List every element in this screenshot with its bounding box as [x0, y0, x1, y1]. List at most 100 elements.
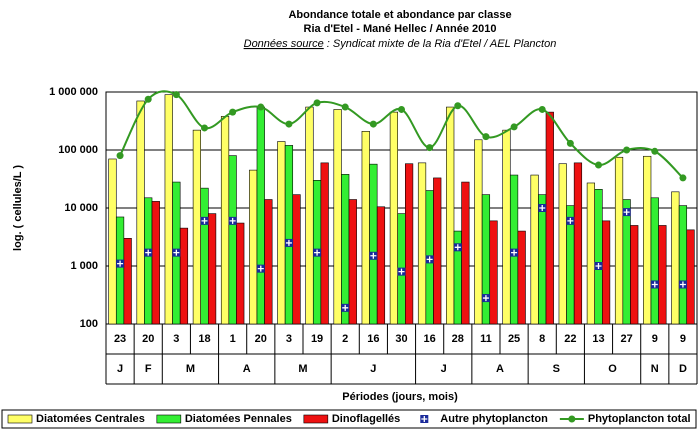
month-label: A — [496, 363, 504, 375]
bar — [179, 227, 189, 325]
source-label: Données source — [244, 38, 324, 50]
month-label: J — [370, 363, 376, 375]
x-tick-label: 30 — [395, 333, 407, 345]
scatter-point — [453, 243, 462, 252]
bar — [671, 191, 680, 325]
line-point — [566, 139, 574, 147]
bar — [545, 111, 554, 325]
scatter-point — [284, 238, 293, 247]
x-tick-label: 3 — [286, 333, 292, 345]
x-tick-label: 18 — [198, 333, 210, 345]
bar — [538, 194, 547, 325]
line-point — [679, 174, 687, 182]
bar — [256, 106, 265, 325]
y-tick-label: 100 000 — [58, 144, 98, 156]
bar — [481, 194, 491, 325]
line-point — [116, 152, 124, 160]
bar — [369, 163, 378, 325]
bar — [151, 201, 160, 325]
legend-swatch — [303, 414, 329, 424]
line-point — [651, 147, 659, 155]
bar — [305, 106, 314, 325]
x-tick-label: 16 — [424, 333, 436, 345]
bar — [249, 169, 258, 325]
bar — [517, 230, 526, 325]
marker-cross — [623, 209, 630, 216]
y-tick-label: 100 — [80, 318, 98, 330]
chart-title: Abondance totale et abondance par classe — [288, 9, 511, 21]
bar — [341, 174, 350, 325]
marker-cross — [679, 281, 686, 288]
bar — [144, 197, 153, 325]
line-point — [510, 123, 518, 131]
bar — [558, 163, 567, 325]
bar — [389, 111, 399, 325]
bar — [136, 100, 145, 325]
x-tick-label: 20 — [255, 333, 267, 345]
bar — [417, 162, 427, 325]
bar — [630, 225, 639, 325]
legend-label: Autre phytoplancton — [440, 413, 548, 425]
marker-cross — [482, 295, 489, 302]
bar — [474, 139, 483, 325]
bar — [220, 116, 230, 325]
line-point — [341, 103, 349, 111]
bar — [489, 220, 498, 325]
x-tick-label: 1 — [230, 333, 236, 345]
scatter-point — [256, 264, 265, 273]
source-text: : Syndicat mixte de la Ria d'Etel / AEL … — [324, 38, 557, 50]
scatter-point — [594, 262, 603, 270]
line-point — [369, 120, 377, 128]
bar — [207, 213, 217, 325]
y-axis-label: log. ( cellules/L ) — [12, 165, 24, 251]
month-label: D — [679, 363, 687, 375]
bar — [502, 129, 511, 325]
marker-cross — [370, 252, 377, 259]
legend-dot — [568, 415, 576, 423]
x-tick-label: 13 — [592, 333, 604, 345]
x-tick-label: 11 — [480, 333, 492, 345]
marker-cross — [117, 260, 124, 267]
bar — [573, 162, 583, 325]
scatter-point — [650, 280, 659, 289]
scatter-point — [622, 208, 631, 217]
month-label: J — [441, 363, 447, 375]
x-tick-label: 8 — [539, 333, 545, 345]
legend-swatch — [156, 414, 182, 424]
x-tick-label: 28 — [452, 333, 464, 345]
bar — [108, 158, 117, 325]
marker-cross — [651, 281, 658, 288]
bar — [643, 155, 652, 325]
line-point — [482, 133, 490, 141]
x-tick-label: 9 — [680, 333, 686, 345]
legend-label: Diatomées Centrales — [36, 413, 145, 425]
line-point — [313, 99, 321, 107]
month-label: J — [117, 363, 123, 375]
marker-cross — [426, 256, 433, 263]
bar — [236, 222, 245, 325]
marker-cross — [145, 249, 152, 256]
legend-swatch — [7, 414, 33, 424]
marker-cross — [595, 263, 602, 269]
x-tick-label: 19 — [311, 333, 323, 345]
bar — [292, 194, 301, 325]
line-point — [623, 146, 631, 154]
marker-cross — [567, 217, 574, 224]
month-label: O — [608, 363, 617, 375]
bar — [284, 145, 294, 325]
x-tick-label: 3 — [173, 333, 179, 345]
month-label: F — [145, 363, 152, 375]
line-point — [229, 108, 237, 116]
bar — [404, 163, 414, 325]
legend-box — [1, 409, 697, 429]
marker-cross — [285, 239, 292, 246]
bar — [123, 238, 132, 325]
line-point — [285, 120, 293, 128]
scatter-point — [510, 248, 519, 257]
bar — [277, 141, 286, 325]
y-tick-label: 1 000 000 — [49, 86, 98, 98]
bar — [650, 197, 659, 325]
scatter-point — [566, 216, 575, 225]
x-tick-label: 23 — [114, 333, 126, 345]
